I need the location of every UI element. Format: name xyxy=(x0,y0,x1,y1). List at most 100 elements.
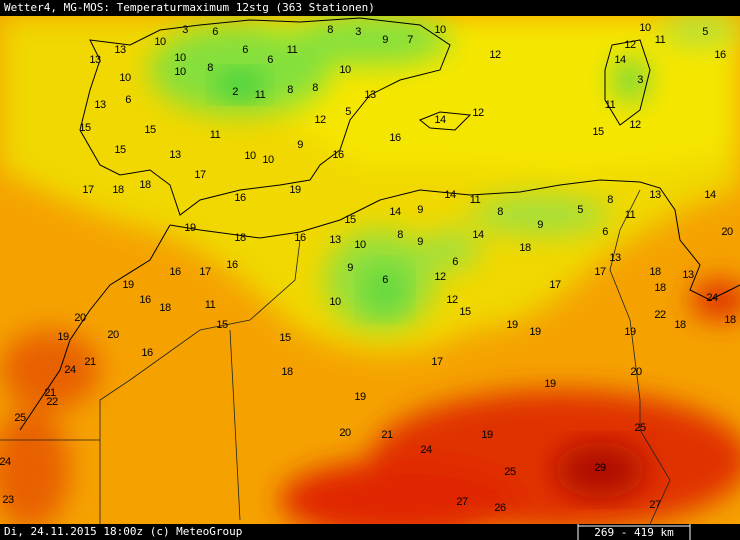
footer-bar xyxy=(0,524,740,540)
coastline xyxy=(169,179,740,301)
station-value: 18 xyxy=(519,242,531,254)
station-value: 8 xyxy=(497,206,503,218)
station-value: 20 xyxy=(630,366,642,378)
station-value: 24 xyxy=(420,444,432,456)
station-value: 19 xyxy=(506,319,518,331)
station-value: 8 xyxy=(327,24,333,36)
scale-label: 269 - 419 km xyxy=(594,526,674,539)
station-value: 12 xyxy=(624,39,636,51)
station-value: 15 xyxy=(344,214,356,226)
station-value: 10 xyxy=(262,154,274,166)
station-value: 12 xyxy=(629,119,641,131)
station-value: 12 xyxy=(489,49,501,61)
station-value: 15 xyxy=(144,124,156,136)
station-value: 13 xyxy=(329,234,341,246)
station-value: 6 xyxy=(602,226,608,238)
station-value: 10 xyxy=(339,64,351,76)
station-value: 11 xyxy=(655,34,666,46)
station-value: 9 xyxy=(537,219,543,231)
station-value: 14 xyxy=(389,206,401,218)
station-value: 15 xyxy=(592,126,604,138)
station-value: 10 xyxy=(639,22,651,34)
station-value: 12 xyxy=(434,271,446,283)
station-value: 13 xyxy=(89,54,101,66)
station-value: 2 xyxy=(232,86,238,98)
station-value: 19 xyxy=(544,378,556,390)
station-value: 10 xyxy=(154,36,166,48)
station-value: 21 xyxy=(381,429,393,441)
station-value: 12 xyxy=(314,114,326,126)
station-value: 19 xyxy=(184,222,196,234)
station-value: 15 xyxy=(79,122,91,134)
station-value: 6 xyxy=(242,44,248,56)
station-value: 16 xyxy=(332,149,344,161)
station-value: 6 xyxy=(125,94,131,106)
station-value: 8 xyxy=(397,229,403,241)
station-value: 16 xyxy=(389,132,401,144)
station-value: 15 xyxy=(114,144,126,156)
station-value: 11 xyxy=(205,299,216,311)
station-value: 8 xyxy=(207,62,213,74)
station-value: 25 xyxy=(504,466,516,478)
station-value: 16 xyxy=(294,232,306,244)
station-value: 18 xyxy=(234,232,246,244)
station-value: 5 xyxy=(577,204,583,216)
station-value: 24 xyxy=(0,456,11,468)
station-value: 17 xyxy=(194,169,206,181)
station-value: 3 xyxy=(182,24,188,36)
header-bar xyxy=(0,0,740,16)
station-value: 13 xyxy=(609,252,621,264)
station-value: 21 xyxy=(84,356,96,368)
station-value: 18 xyxy=(112,184,124,196)
station-value: 18 xyxy=(649,266,661,278)
station-value: 19 xyxy=(57,331,69,343)
station-value: 9 xyxy=(417,236,423,248)
station-value: 22 xyxy=(46,396,58,408)
station-value: 18 xyxy=(159,302,171,314)
station-value: 17 xyxy=(549,279,561,291)
coastline xyxy=(604,39,651,126)
station-value: 10 xyxy=(119,72,131,84)
station-value: 7 xyxy=(407,34,413,46)
station-value: 20 xyxy=(339,427,351,439)
station-value: 10 xyxy=(174,66,186,78)
station-value: 25 xyxy=(14,412,26,424)
station-value: 16 xyxy=(226,259,238,271)
station-value: 8 xyxy=(607,194,613,206)
station-value: 16 xyxy=(714,49,726,61)
station-value: 18 xyxy=(139,179,151,191)
station-value: 26 xyxy=(494,502,506,514)
station-value: 25 xyxy=(634,422,646,434)
station-value: 9 xyxy=(382,34,388,46)
station-value: 29 xyxy=(594,462,606,474)
station-value: 18 xyxy=(724,314,736,326)
station-value: 23 xyxy=(2,494,14,506)
station-value: 18 xyxy=(674,319,686,331)
station-value: 15 xyxy=(459,306,471,318)
station-value: 21 xyxy=(44,387,56,399)
station-value: 13 xyxy=(682,269,694,281)
header-title: Wetter4, MG-MOS: Temperaturmaximum 12stg… xyxy=(4,1,375,14)
station-value: 8 xyxy=(287,84,293,96)
station-value: 5 xyxy=(702,26,708,38)
station-value: 13 xyxy=(169,149,181,161)
station-value: 16 xyxy=(234,192,246,204)
station-value: 11 xyxy=(605,99,616,111)
station-value: 14 xyxy=(444,189,456,201)
coastline xyxy=(419,111,472,131)
station-value: 9 xyxy=(417,204,423,216)
station-value: 11 xyxy=(210,129,221,141)
station-value: 11 xyxy=(287,44,298,56)
station-value: 9 xyxy=(297,139,303,151)
station-value: 24 xyxy=(64,364,76,376)
station-value: 20 xyxy=(107,329,119,341)
station-value: 3 xyxy=(355,26,361,38)
station-value: 20 xyxy=(74,312,86,324)
station-value: 10 xyxy=(329,296,341,308)
station-value: 11 xyxy=(625,209,636,221)
station-value: 13 xyxy=(649,189,661,201)
